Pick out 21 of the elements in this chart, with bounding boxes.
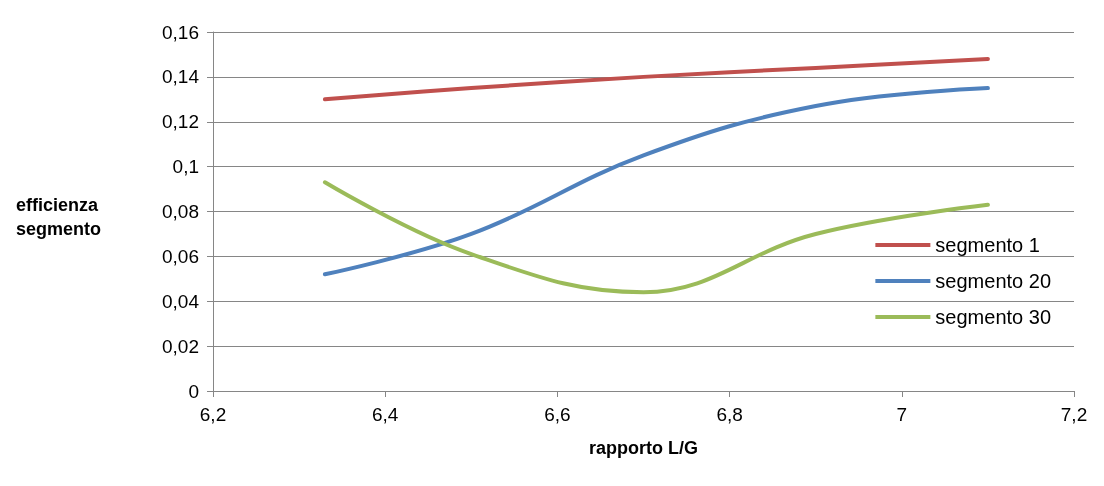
x-tick-label: 7,2 [1060,404,1088,425]
y-tick-label: 0,16 [162,21,199,43]
y-tick-label: 0,06 [162,245,199,267]
y-tick-label: 0,08 [162,201,199,222]
x-tick-label: 6,6 [544,404,571,425]
y-tick-label: 0,12 [162,111,199,133]
y-tick-label: 0,02 [162,335,199,357]
y-tick-label: 0,14 [162,66,200,88]
y-axis-title: efficienza segmento [16,195,102,239]
line-series [322,56,990,102]
x-tick-label: 6,4 [371,404,399,425]
legend-label: segmento 30 [935,306,1052,328]
x-tick-label: 6,8 [716,404,743,425]
legend-label: segmento 20 [935,270,1052,292]
x-axis-title: rapporto L/G [589,438,698,458]
y-tick-label: 0 [188,380,199,402]
y-tick-label: 0,04 [162,290,200,312]
y-tick-label: 0,1 [172,156,199,178]
legend-label: segmento 1 [935,234,1040,256]
x-tick-label: 7 [896,404,908,425]
x-tick-label: 6,2 [199,404,227,425]
